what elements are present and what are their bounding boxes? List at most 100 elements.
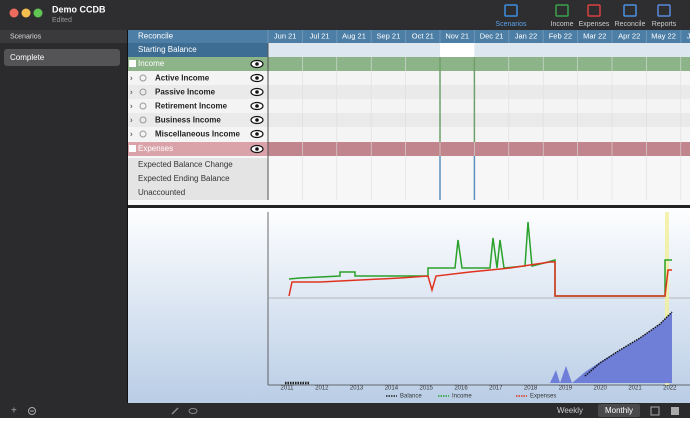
month-label: Jan 22 <box>515 31 538 40</box>
eye-pupil <box>255 147 259 151</box>
year-label: 2013 <box>350 386 364 392</box>
close-button[interactable] <box>9 8 19 18</box>
minimize-button[interactable] <box>21 8 31 18</box>
summary-label-bg <box>128 172 268 186</box>
toolbar-icon[interactable] <box>587 4 601 17</box>
month-label: Jul 21 <box>310 31 330 40</box>
toolbar-icon[interactable] <box>555 4 569 17</box>
month-label: Sep 21 <box>377 31 401 40</box>
legend-label: Income <box>452 394 472 400</box>
year-label: 2017 <box>489 386 503 392</box>
add-button[interactable]: + <box>11 406 17 417</box>
expenses-line <box>288 261 672 297</box>
toolbar-label[interactable]: Expenses <box>579 21 610 28</box>
sidebar-header: Scenarios <box>10 33 42 40</box>
starting-balance-label: Starting Balance <box>138 45 197 54</box>
month-label: Apr 22 <box>618 31 640 40</box>
income-row <box>128 57 690 71</box>
year-label: 2022 <box>663 386 677 392</box>
expand-arrow[interactable]: › <box>130 116 133 125</box>
month-label: Aug 21 <box>342 31 366 40</box>
month-label: Mar 22 <box>583 31 606 40</box>
summary-label-bg <box>128 158 268 172</box>
splitter <box>128 205 690 208</box>
mode-monthly[interactable]: Monthly <box>605 406 633 415</box>
income-row-label: Retirement Income <box>155 102 228 111</box>
expenses-label-bg <box>128 142 268 156</box>
selected-item-bg <box>4 49 120 66</box>
toolbar-label[interactable]: Income <box>551 21 574 28</box>
year-label: 2016 <box>454 386 468 392</box>
divider <box>127 30 128 403</box>
current-month-cell <box>440 43 475 57</box>
year-label: 2021 <box>628 386 642 392</box>
expand-box[interactable] <box>129 145 136 152</box>
calendar-button[interactable] <box>650 406 660 416</box>
year-label: 2015 <box>420 386 434 392</box>
eye-pupil <box>255 62 259 66</box>
bottom-bar <box>0 403 690 418</box>
year-label: 2012 <box>315 386 329 392</box>
year-label: 2019 <box>559 386 573 392</box>
month-label: Jun 21 <box>274 31 297 40</box>
expand-arrow[interactable]: › <box>130 74 133 83</box>
eye-pupil <box>255 104 259 108</box>
row-icon <box>139 88 147 96</box>
edit-button[interactable] <box>171 407 179 415</box>
toolbar-label[interactable]: Scenarios <box>495 21 527 28</box>
toolbar-label[interactable]: Reports <box>652 21 677 28</box>
toolbar-label[interactable]: Reconcile <box>615 21 646 28</box>
row-icon <box>139 116 147 124</box>
collapse-box[interactable] <box>129 60 136 67</box>
year-label: 2020 <box>594 386 608 392</box>
year-label: 2014 <box>385 386 399 392</box>
toolbar: Scenarios Income Expenses Reconcile Reports <box>495 4 677 28</box>
window-subtitle: Edited <box>52 17 72 24</box>
toolbar-icon[interactable] <box>657 4 671 17</box>
expand-arrow[interactable]: › <box>130 130 133 139</box>
income-row-label: Passive Income <box>155 88 216 97</box>
legend-label: Balance <box>400 394 422 400</box>
zoom-button[interactable] <box>33 8 43 18</box>
summary-label: Expected Ending Balance <box>138 174 230 183</box>
starting-balance-label-bg <box>128 43 268 57</box>
plot <box>267 212 690 386</box>
eye-pupil <box>255 90 259 94</box>
year-label: 2018 <box>524 386 538 392</box>
header-label: Reconcile <box>138 32 174 41</box>
visibility-button[interactable] <box>188 408 198 414</box>
toolbar-icon[interactable] <box>623 4 637 17</box>
expenses-label: Expenses <box>138 144 173 153</box>
balance-line <box>584 311 673 377</box>
grid-button[interactable] <box>671 407 679 415</box>
eye-pupil <box>255 132 259 136</box>
summary-label: Unaccounted <box>138 188 185 197</box>
month-label: Oct 21 <box>412 31 434 40</box>
mode-weekly[interactable]: Weekly <box>557 406 583 415</box>
today-marker <box>665 212 669 385</box>
income-row-label: Business Income <box>155 116 221 125</box>
sidebar-item[interactable]: Complete <box>10 53 45 62</box>
selected-mode-bg <box>598 404 640 417</box>
summary-label: Expected Balance Change <box>138 160 233 169</box>
expenses-row <box>268 142 690 156</box>
legend-label: Expenses <box>530 394 556 400</box>
summary-label-bg <box>128 186 268 200</box>
income-line <box>288 221 672 297</box>
month-label: Nov 21 <box>445 31 469 40</box>
month-label: May 22 <box>651 31 676 40</box>
income-label: Income <box>138 59 165 68</box>
remove-button[interactable] <box>28 407 36 415</box>
month-label: Jun 22 <box>687 31 690 40</box>
balance-area <box>550 312 672 383</box>
eye-pupil <box>255 76 259 80</box>
sidebar-header-bg <box>0 30 127 43</box>
income-row-label: Active Income <box>155 74 210 83</box>
row-icon <box>139 130 147 138</box>
expand-arrow[interactable]: › <box>130 102 133 111</box>
chart-labels: 2011 2012 2013 2014 2015 2016 2017 2018 2019 2020… <box>281 386 678 400</box>
toolbar-icon[interactable] <box>504 4 518 17</box>
income-subrow <box>128 71 690 85</box>
expand-arrow[interactable]: › <box>130 88 133 97</box>
